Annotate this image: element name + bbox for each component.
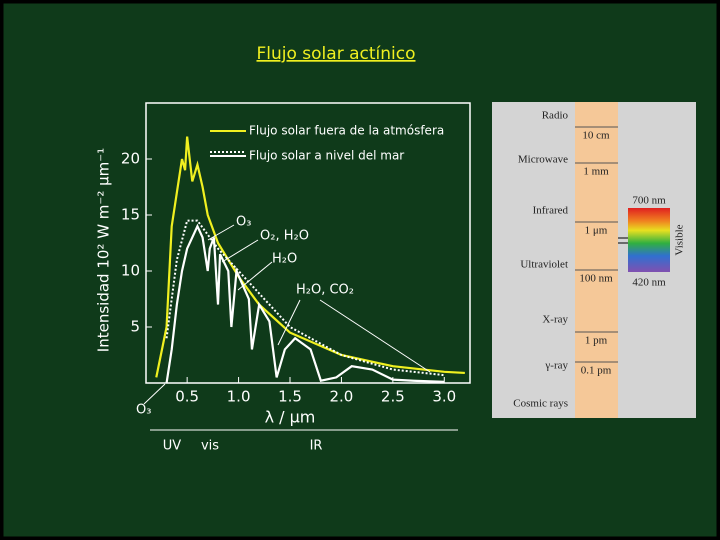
legend-label: Flujo solar a nivel del mar — [249, 149, 404, 163]
band-label: γ-ray — [544, 360, 568, 372]
x-tick-label: 2.0 — [329, 388, 353, 406]
y-tick-label: 20 — [121, 150, 140, 168]
arrow — [207, 224, 235, 241]
arrow — [237, 261, 273, 291]
annotation: vis — [201, 439, 219, 454]
x-tick-label: 1.5 — [278, 388, 302, 406]
wavelength-label: 1 mm — [583, 166, 609, 178]
x-tick-label: 0.5 — [175, 388, 199, 406]
band-label: Radio — [542, 110, 569, 122]
band-label: Infrared — [533, 205, 569, 217]
wavelength-column — [575, 102, 618, 418]
band-label: Ultraviolet — [520, 259, 568, 271]
wavelength-label: 0.1 pm — [581, 365, 612, 377]
spectrum-diagram: 700 nm 420 nm Visible — [492, 102, 696, 418]
annotation: O₃ — [136, 403, 151, 418]
x-tick-label: 2.5 — [381, 388, 405, 406]
visible-label: Visible — [674, 224, 686, 255]
arrow — [277, 299, 301, 346]
arrow — [221, 239, 259, 263]
wavelength-label: 100 nm — [579, 273, 613, 285]
band-label: Cosmic rays — [513, 398, 568, 410]
wavelength-label: 10 cm — [582, 130, 610, 142]
annotation: O₃ — [236, 215, 251, 230]
band-label: X-ray — [542, 314, 568, 326]
y-tick-label: 10 — [121, 262, 140, 280]
x-axis-label: λ / μm — [265, 408, 316, 427]
series-line — [165, 223, 445, 384]
visible-spectrum — [628, 208, 670, 272]
annotation: H₂O — [272, 252, 297, 267]
plot-frame — [145, 102, 471, 384]
series-line — [165, 219, 445, 377]
visible-top: 700 nm — [632, 195, 666, 207]
visible-bottom: 420 nm — [632, 277, 666, 289]
annotation: IR — [310, 439, 323, 454]
annotation: UV — [163, 439, 182, 454]
x-tick-label: 1.0 — [227, 388, 251, 406]
arrow — [319, 299, 431, 373]
arrow — [143, 383, 166, 405]
annotation: H₂O, CO₂ — [296, 283, 354, 298]
y-axis-label: Intensidad 10² W m⁻² μm⁻¹ — [95, 148, 113, 352]
band-label: Microwave — [518, 154, 568, 166]
wavelength-label: 1 μm — [585, 225, 608, 237]
y-tick-label: 5 — [130, 318, 140, 336]
x-tick-label: 3.0 — [432, 388, 456, 406]
annotation: O₂, H₂O — [260, 229, 309, 244]
legend-label: Flujo solar fuera de la atmósfera — [249, 124, 444, 138]
y-tick-label: 15 — [121, 206, 140, 224]
wavelength-label: 1 pm — [585, 335, 608, 347]
slide-title: Flujo solar actínico — [257, 44, 416, 64]
